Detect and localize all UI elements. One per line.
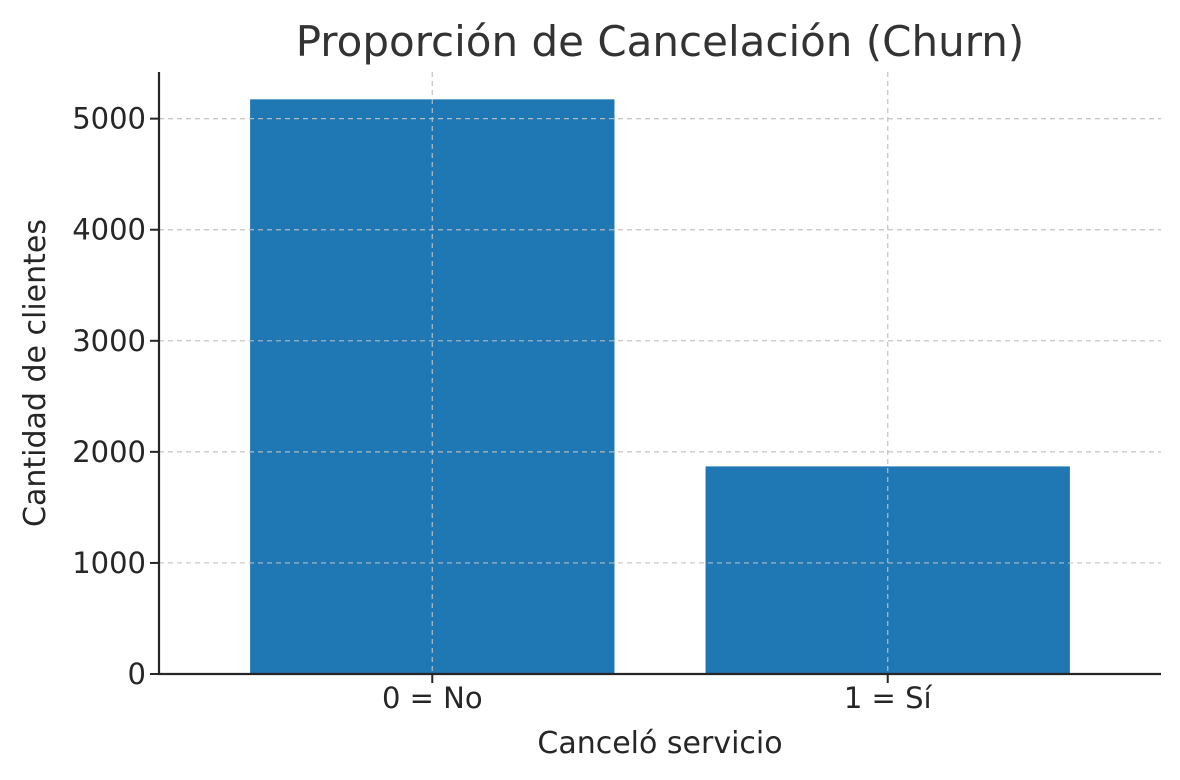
y-tick-label: 5000 xyxy=(72,102,146,136)
x-tick-label: 0 = No xyxy=(382,681,483,715)
chart-title: Proporción de Cancelación (Churn) xyxy=(296,17,1025,66)
grid-overlay xyxy=(159,72,1161,674)
y-tick-label: 1000 xyxy=(72,546,146,580)
y-tick-label: 2000 xyxy=(72,435,146,469)
y-tick-label: 4000 xyxy=(72,213,146,247)
y-tick-label: 0 xyxy=(128,657,146,691)
y-axis-label: Cantidad de clientes xyxy=(18,219,53,527)
x-axis-label: Canceló servicio xyxy=(537,726,782,761)
ticks-layer: 0 1000 2000 3000 4000 5000 0 = No 1 = Sí xyxy=(72,102,932,715)
bars-layer xyxy=(250,99,1070,675)
y-tick-label: 3000 xyxy=(72,324,146,358)
axes-layer xyxy=(157,72,1161,676)
x-tick-label: 1 = Sí xyxy=(844,681,933,715)
